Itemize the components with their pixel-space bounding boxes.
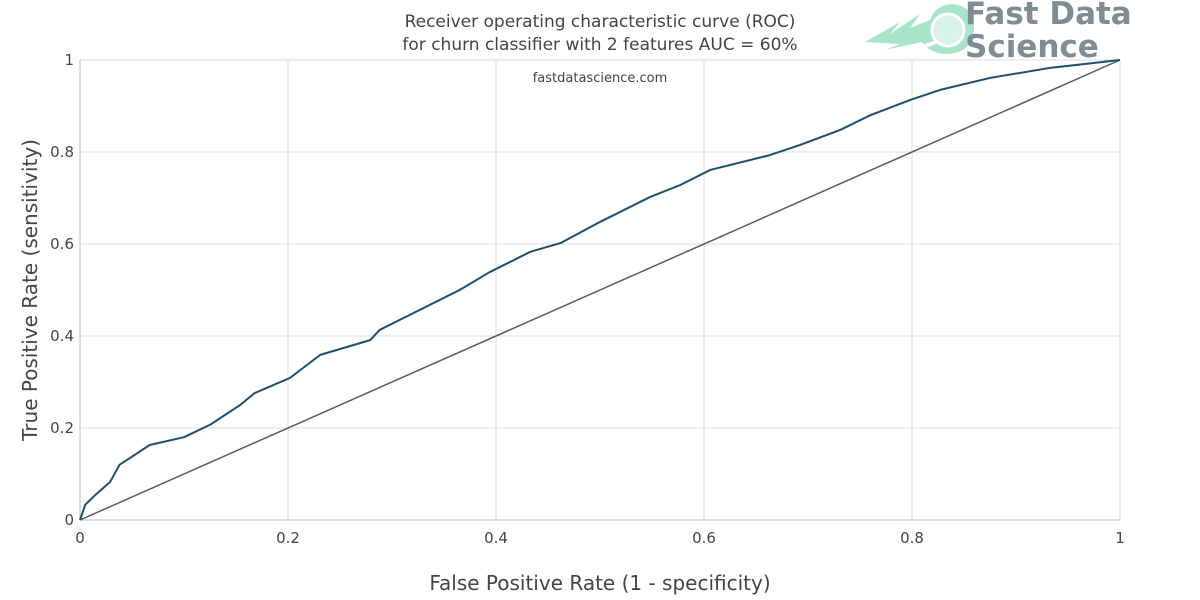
x-tick-label: 0.2 <box>276 529 300 547</box>
fast-data-science-logo <box>865 4 975 54</box>
y-tick-label: 0.8 <box>50 143 74 161</box>
x-tick-label: 0.8 <box>900 529 924 547</box>
chart-subtitle: fastdatascience.com <box>532 71 668 86</box>
x-tick-label: 0.4 <box>484 529 508 547</box>
chart-title: Receiver operating characteristic curve … <box>300 11 900 57</box>
x-tick-label: 0 <box>75 529 85 547</box>
title-line-1: Receiver operating characteristic curve … <box>404 12 796 32</box>
title-line-2: for churn classifier with 2 features AUC… <box>402 35 798 55</box>
y-tick-label: 0.4 <box>50 327 74 345</box>
x-tick-label: 0.6 <box>692 529 716 547</box>
x-axis-label: False Positive Rate (1 - specificity) <box>429 571 771 595</box>
y-tick-label: 0 <box>64 511 74 529</box>
logo-line-2: Science <box>965 29 1099 65</box>
y-axis-label: True Positive Rate (sensitivity) <box>18 139 42 441</box>
y-tick-label: 1 <box>64 51 74 69</box>
logo-line-1: Fast Data <box>965 0 1132 32</box>
logo-text: Fast Data Science <box>965 0 1132 64</box>
y-tick-label: 0.6 <box>50 235 74 253</box>
roc-curve <box>79 59 1121 521</box>
x-tick-label: 1 <box>1115 529 1125 547</box>
y-tick-label: 0.2 <box>50 419 74 437</box>
diagonal-reference-line <box>79 59 1121 521</box>
